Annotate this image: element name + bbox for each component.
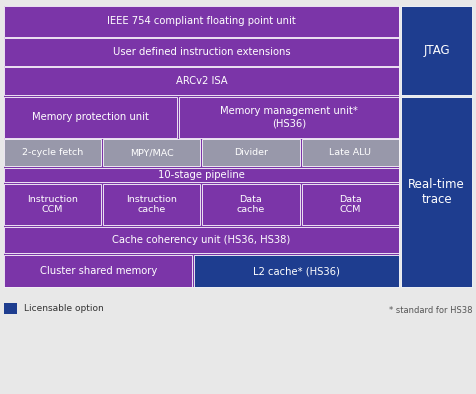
FancyBboxPatch shape <box>4 168 399 182</box>
FancyBboxPatch shape <box>4 6 399 287</box>
FancyBboxPatch shape <box>103 139 200 166</box>
Text: IEEE 754 compliant floating point unit: IEEE 754 compliant floating point unit <box>107 16 296 26</box>
FancyBboxPatch shape <box>4 38 399 66</box>
Text: * standard for HS38: * standard for HS38 <box>389 307 472 315</box>
FancyBboxPatch shape <box>4 184 101 225</box>
FancyBboxPatch shape <box>4 97 177 138</box>
Text: Cache coherency unit (HS36, HS38): Cache coherency unit (HS36, HS38) <box>112 235 290 245</box>
Text: Instruction
cache: Instruction cache <box>126 195 177 214</box>
FancyBboxPatch shape <box>194 255 399 287</box>
Text: Memory management unit*
(HS36): Memory management unit* (HS36) <box>220 106 357 128</box>
Text: Cluster shared memory: Cluster shared memory <box>40 266 157 276</box>
FancyBboxPatch shape <box>202 184 300 225</box>
FancyBboxPatch shape <box>4 303 17 314</box>
Text: 2-cycle fetch: 2-cycle fetch <box>22 149 83 157</box>
FancyBboxPatch shape <box>4 227 399 253</box>
Text: ARCv2 ISA: ARCv2 ISA <box>176 76 227 86</box>
Text: Instruction
CCM: Instruction CCM <box>27 195 78 214</box>
FancyBboxPatch shape <box>178 97 399 138</box>
Text: Licensable option: Licensable option <box>24 305 104 313</box>
Text: 10-stage pipeline: 10-stage pipeline <box>158 170 245 180</box>
Text: Data
cache: Data cache <box>237 195 265 214</box>
FancyBboxPatch shape <box>401 6 472 95</box>
FancyBboxPatch shape <box>202 139 300 166</box>
FancyBboxPatch shape <box>103 184 200 225</box>
Text: Late ALU: Late ALU <box>329 149 371 157</box>
Text: JTAG: JTAG <box>423 44 450 57</box>
FancyBboxPatch shape <box>4 139 101 166</box>
Text: Memory protection unit: Memory protection unit <box>32 112 149 122</box>
FancyBboxPatch shape <box>4 67 399 95</box>
FancyBboxPatch shape <box>302 184 399 225</box>
FancyBboxPatch shape <box>4 255 192 287</box>
FancyBboxPatch shape <box>302 139 399 166</box>
Text: Divider: Divider <box>234 149 268 157</box>
Text: Real-time
trace: Real-time trace <box>408 178 465 206</box>
Text: MPY/MAC: MPY/MAC <box>130 149 174 157</box>
FancyBboxPatch shape <box>4 6 399 37</box>
Text: Data
CCM: Data CCM <box>339 195 362 214</box>
Text: User defined instruction extensions: User defined instruction extensions <box>112 47 290 57</box>
Text: L2 cache* (HS36): L2 cache* (HS36) <box>253 266 340 276</box>
FancyBboxPatch shape <box>401 97 472 287</box>
